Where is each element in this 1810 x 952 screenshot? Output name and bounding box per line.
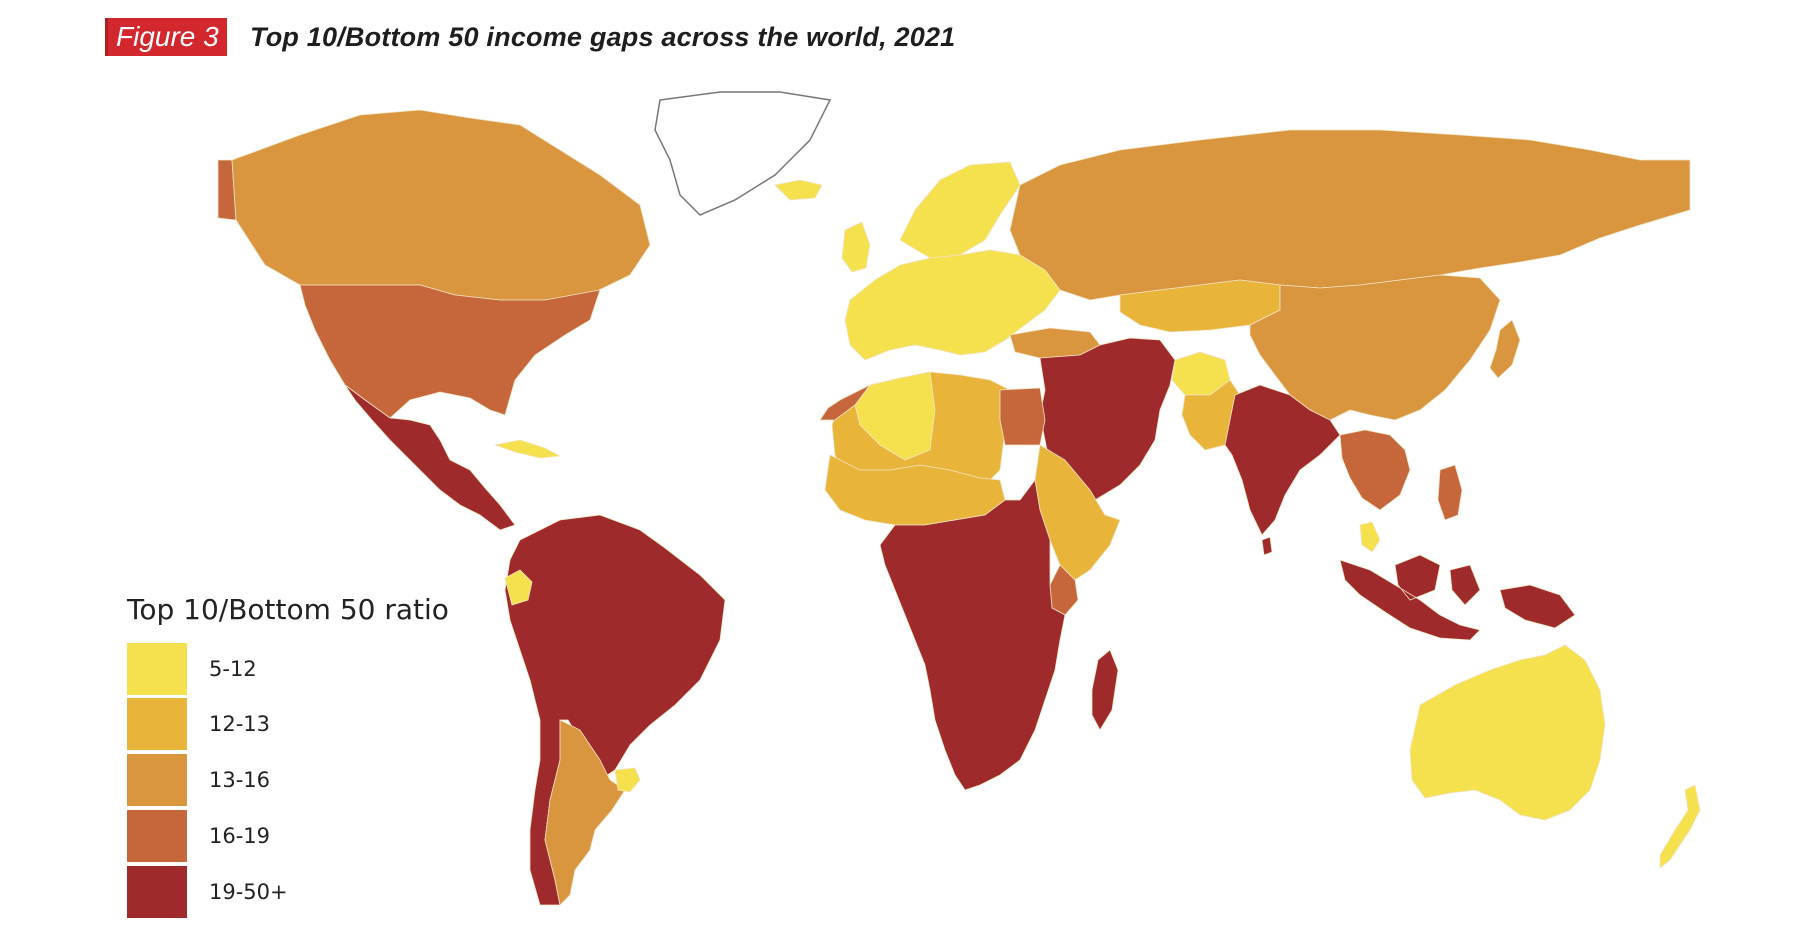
legend-label: 5-12 <box>209 657 257 681</box>
legend-title: Top 10/Bottom 50 ratio <box>127 593 449 626</box>
region-middle-east <box>1039 337 1176 506</box>
figure-title: Top 10/Bottom 50 income gaps across the … <box>250 22 956 52</box>
legend-swatch <box>127 866 187 918</box>
region-malaysia <box>1359 521 1381 553</box>
legend-label: 12-13 <box>209 712 271 736</box>
region-greenland <box>654 91 832 216</box>
region-scandinavia <box>899 161 1021 259</box>
region-canada <box>231 109 651 301</box>
region-usa <box>299 284 601 419</box>
legend-swatch <box>127 698 187 750</box>
legend-item: 16-19 <box>127 810 387 862</box>
region-algeria <box>854 371 936 461</box>
region-japan <box>1489 319 1521 379</box>
legend-item: 19-50+ <box>127 866 387 918</box>
region-philippines <box>1437 464 1463 521</box>
region-argentina <box>544 719 626 906</box>
region-iceland <box>774 179 823 201</box>
region-russia <box>1009 129 1691 301</box>
region-south-america-north <box>504 514 726 906</box>
region-southeast-asia <box>1339 429 1411 511</box>
legend-label: 13-16 <box>209 768 271 792</box>
region-cuba <box>493 439 562 459</box>
legend-item: 13-16 <box>127 754 387 806</box>
region-sri-lanka <box>1261 536 1273 556</box>
region-indonesia <box>1339 554 1481 641</box>
region-australia <box>1409 644 1606 821</box>
legend-label: 16-19 <box>209 824 271 848</box>
region-india <box>1224 384 1341 536</box>
legend-label: 19-50+ <box>209 880 288 904</box>
legend-swatch <box>127 643 187 695</box>
region-madagascar <box>1091 649 1119 731</box>
legend-swatch <box>127 754 187 806</box>
region-mexico-central-america <box>344 384 516 531</box>
region-ecuador <box>504 569 533 606</box>
region-new-zealand <box>1659 784 1701 869</box>
region-uruguay <box>614 767 641 793</box>
legend-swatch <box>127 810 187 862</box>
region-central-southern-africa <box>879 479 1066 791</box>
region-papua-new-guinea <box>1499 584 1576 629</box>
region-egypt <box>999 387 1046 446</box>
region-europe <box>844 249 1061 361</box>
region-china-mongolia <box>1249 274 1501 421</box>
legend-item: 5-12 <box>127 643 387 695</box>
region-uk-ireland <box>841 221 871 273</box>
region-morocco <box>819 384 871 421</box>
legend-item: 12-13 <box>127 698 387 750</box>
figure-label: Figure 3 <box>105 18 227 56</box>
